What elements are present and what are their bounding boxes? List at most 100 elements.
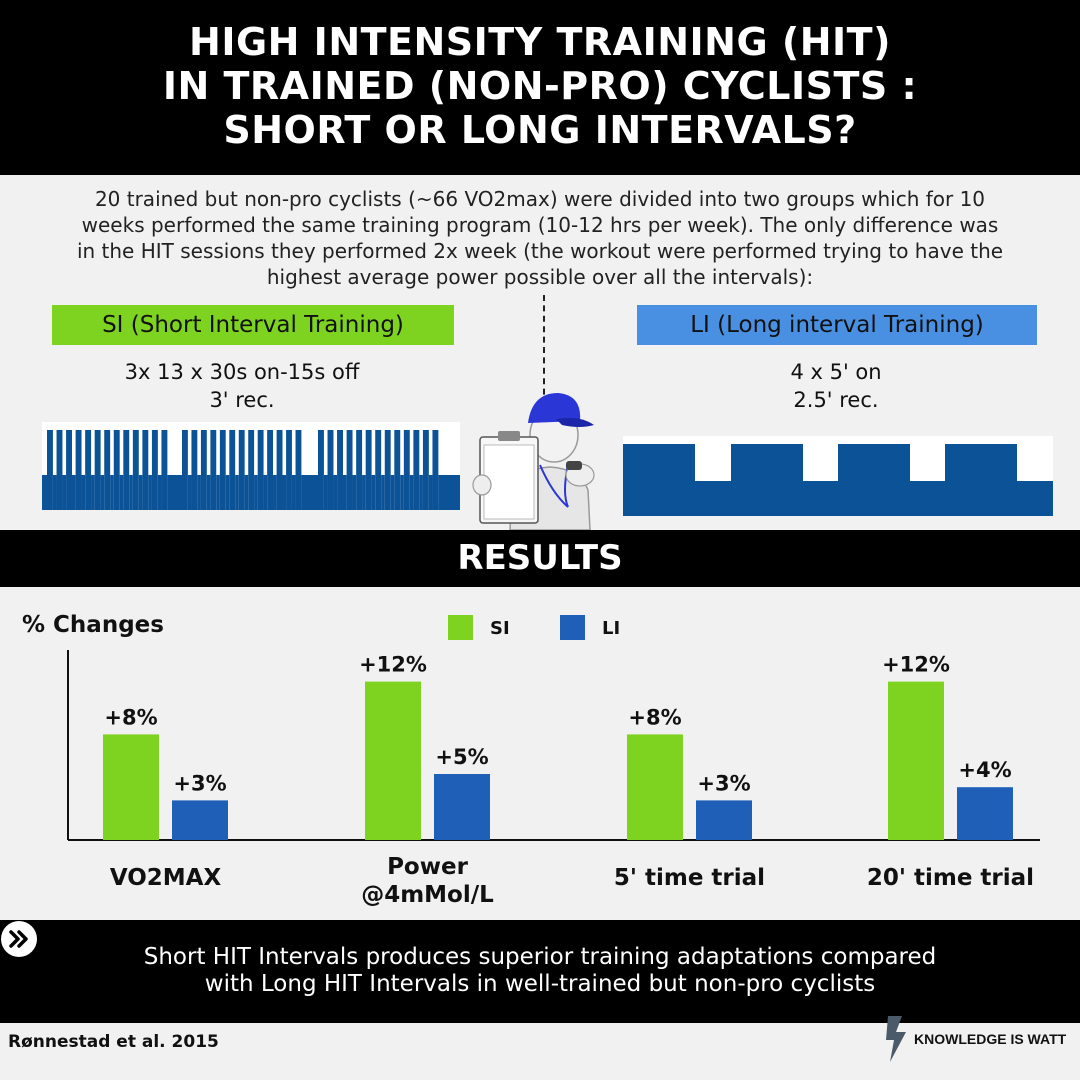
si-work-interval <box>113 430 120 510</box>
si-rest-interval <box>138 475 143 510</box>
si-work-interval <box>161 430 168 510</box>
category-label: Power <box>387 854 469 880</box>
brand-logo: KNOWLEDGE IS WATT <box>884 1016 1066 1062</box>
bar-li <box>957 787 1013 840</box>
si-rest-interval <box>323 475 328 510</box>
intro-line-3: in the HIT sessions they performed 2x we… <box>76 239 1004 263</box>
si-rest-interval <box>438 475 442 510</box>
si-rest-interval <box>100 475 105 510</box>
si-rest-interval <box>119 475 124 510</box>
si-rest-interval <box>409 475 414 510</box>
results-bar-chart: % Changes SI LI +8% +3% VO2MAX +12% +5% Power@4m… <box>22 612 1040 908</box>
si-work-interval <box>200 430 207 510</box>
si-rest-interval <box>52 475 57 510</box>
si-rest-interval <box>333 475 338 510</box>
category-label: @4mMol/L <box>361 882 494 908</box>
bar-si <box>365 681 421 840</box>
si-work-interval <box>56 430 63 510</box>
si-work-interval <box>47 430 53 510</box>
si-rest-interval <box>81 475 86 510</box>
li-protocol-description: 4 x 5' on 2.5' rec. <box>636 358 1036 414</box>
li-recovery <box>910 481 946 516</box>
si-recovery <box>171 475 182 510</box>
y-axis-label: % Changes <box>22 612 164 638</box>
data-label: +12% <box>359 653 427 677</box>
si-protocol-label: SI (Short Interval Training) <box>52 305 454 345</box>
si-rest-interval <box>352 475 357 510</box>
intro-line-1: 20 trained but non-pro cyclists (~66 VO2… <box>94 187 986 211</box>
si-recovery <box>442 475 460 510</box>
si-work-interval <box>75 430 82 510</box>
si-rest-interval <box>216 475 220 510</box>
si-rest-interval <box>244 475 249 510</box>
si-rest-interval <box>110 475 114 510</box>
li-interval-waveform <box>623 436 1053 516</box>
si-rest-interval <box>167 475 171 510</box>
si-work-interval <box>85 430 92 510</box>
intro-text: 20 trained but non-pro cyclists (~66 VO2… <box>20 186 1060 290</box>
si-work-interval <box>327 430 334 510</box>
legend-label-li: LI <box>602 618 620 639</box>
si-rest-interval <box>225 475 230 510</box>
si-rest-interval <box>129 475 133 510</box>
si-rest-interval <box>206 475 211 510</box>
title-line-3: SHORT OR LONG INTERVALS? <box>223 108 857 152</box>
li-work-interval <box>945 444 1017 516</box>
bar-li <box>696 800 752 840</box>
si-rest-interval <box>390 475 395 510</box>
si-rest-interval <box>197 475 201 510</box>
si-work-interval <box>422 430 429 510</box>
si-work-interval <box>337 430 343 510</box>
data-label: +8% <box>628 705 681 729</box>
si-rest-interval <box>428 475 433 510</box>
header-banner: HIGH INTENSITY TRAINING (HIT) IN TRAINED… <box>0 0 1080 175</box>
intro-line-4: highest average power possible over all … <box>266 265 814 289</box>
bar-li <box>172 800 228 840</box>
si-rest-interval <box>342 475 347 510</box>
si-work-interval <box>295 430 302 510</box>
si-work-interval <box>104 430 111 510</box>
si-rest-interval <box>419 475 423 510</box>
legend-swatch-li <box>560 615 585 640</box>
si-work-interval <box>219 430 226 510</box>
si-work-interval <box>356 430 363 510</box>
double-chevron-icon <box>1 921 37 957</box>
si-rest-interval <box>235 475 239 510</box>
li-protocol-line-2: 2.5' rec. <box>793 388 879 412</box>
si-rest-interval <box>362 475 366 510</box>
si-rest-interval <box>62 475 67 510</box>
si-rest-interval <box>187 475 192 510</box>
takeaway-line-2: with Long HIT Intervals in well-trained … <box>204 971 876 997</box>
si-work-interval <box>413 430 420 510</box>
si-rest-interval <box>157 475 162 510</box>
si-work-interval <box>66 430 72 510</box>
si-work-interval <box>432 430 439 510</box>
protocol-divider <box>543 295 545 405</box>
si-work-interval <box>142 430 149 510</box>
citation: Rønnestad et al. 2015 <box>8 1032 219 1052</box>
si-rest-interval <box>71 475 76 510</box>
li-recovery <box>695 481 731 516</box>
si-protocol-line-2: 3' rec. <box>209 388 275 412</box>
takeaway-text: Short HIT Intervals produces superior tr… <box>100 944 980 998</box>
si-protocol-description: 3x 13 x 30s on-15s off 3' rec. <box>42 358 442 414</box>
si-rest-interval <box>263 475 268 510</box>
si-rest-interval <box>301 475 305 510</box>
takeaway-line-1: Short HIT Intervals produces superior tr… <box>143 944 937 970</box>
si-work-interval <box>132 430 139 510</box>
si-work-interval <box>318 430 324 510</box>
si-work-interval <box>182 430 188 510</box>
brand-name: KNOWLEDGE IS WATT <box>914 1031 1067 1047</box>
si-recovery <box>42 475 47 510</box>
title-line-1: HIGH INTENSITY TRAINING (HIT) <box>189 20 891 64</box>
takeaway-banner: Short HIT Intervals produces superior tr… <box>0 920 1080 1023</box>
si-rest-interval <box>400 475 404 510</box>
li-protocol-label: LI (Long interval Training) <box>637 305 1037 345</box>
si-work-interval <box>238 430 245 510</box>
data-label: +5% <box>435 745 488 769</box>
si-work-interval <box>346 430 353 510</box>
results-heading: RESULTS <box>0 530 1080 587</box>
lightning-bolt-icon <box>886 1016 906 1062</box>
data-label: +3% <box>697 771 750 795</box>
category-label: VO2MAX <box>110 865 222 891</box>
